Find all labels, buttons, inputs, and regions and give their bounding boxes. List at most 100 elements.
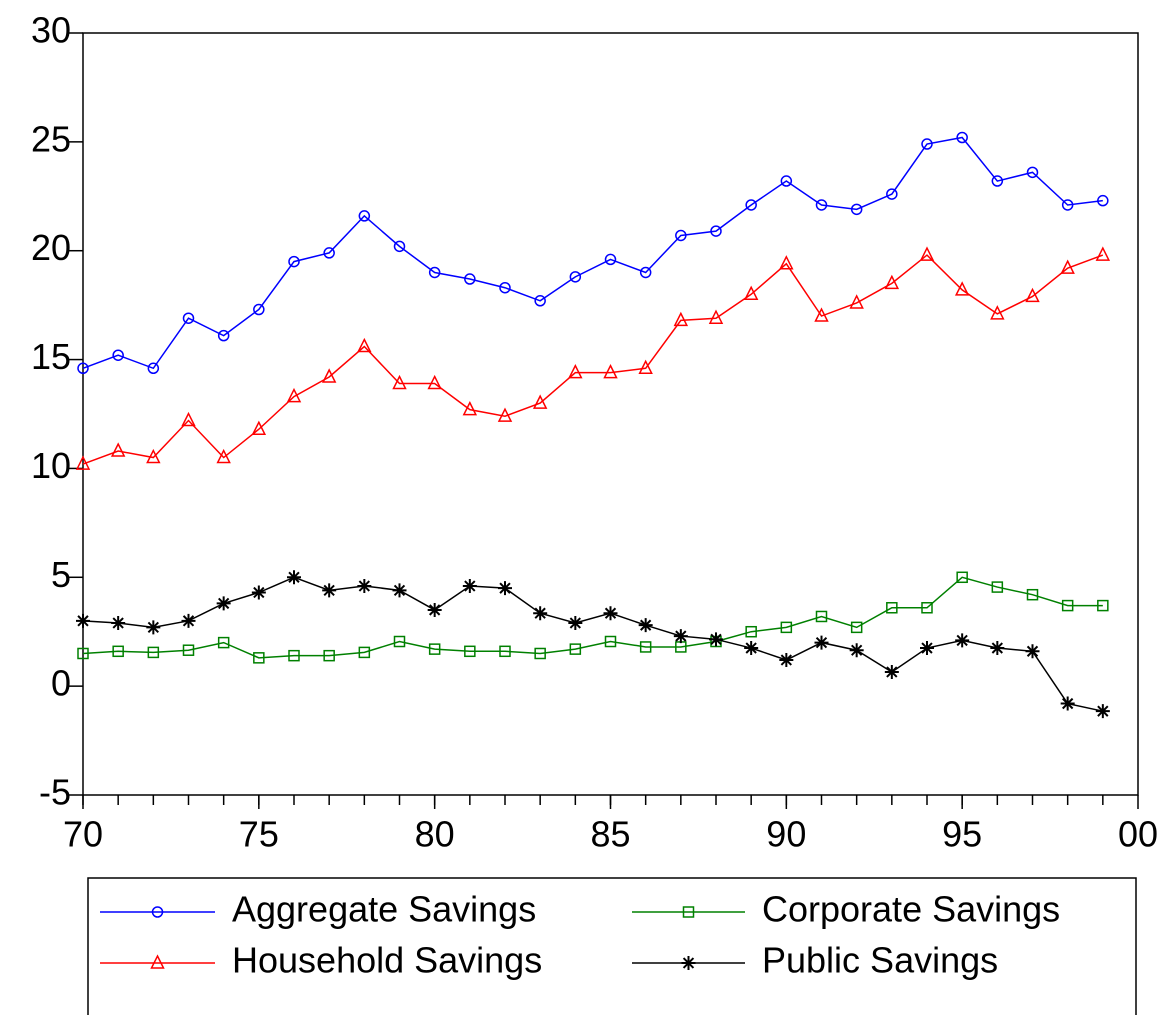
- point: [884, 664, 899, 679]
- point: [393, 240, 406, 253]
- point: [181, 411, 196, 427]
- point: [850, 203, 863, 216]
- point: [638, 618, 653, 633]
- legend-marker: [151, 906, 164, 918]
- point: [779, 255, 794, 270]
- point: [604, 253, 617, 266]
- series-line: [82, 576, 1103, 659]
- point: [287, 570, 301, 585]
- point: [1061, 199, 1074, 211]
- point: [464, 273, 476, 285]
- point: [77, 647, 89, 660]
- point: [675, 229, 687, 242]
- point: [921, 602, 933, 614]
- point: [112, 349, 124, 361]
- point: [182, 644, 195, 656]
- y-tick-label: 20: [31, 227, 71, 268]
- point: [815, 199, 828, 211]
- point: [217, 329, 230, 342]
- point: [110, 442, 126, 457]
- legend-label: Household Savings: [232, 940, 542, 981]
- point: [499, 281, 511, 294]
- point: [920, 641, 934, 656]
- point: [673, 311, 689, 327]
- point: [568, 616, 583, 631]
- point: [779, 653, 794, 668]
- point: [497, 407, 513, 422]
- y-tick-label: 0: [51, 663, 71, 704]
- point: [639, 641, 652, 653]
- point: [1095, 246, 1111, 261]
- point: [216, 596, 231, 611]
- point: [709, 632, 723, 647]
- point: [1095, 704, 1110, 719]
- legend-marker: [681, 956, 696, 970]
- point: [886, 188, 898, 200]
- point: [392, 374, 407, 390]
- point: [780, 621, 793, 634]
- point: [955, 633, 970, 648]
- point: [990, 305, 1005, 320]
- x-tick-label: 00: [1118, 814, 1158, 855]
- point: [357, 578, 372, 593]
- y-tick-label: 10: [31, 445, 71, 486]
- point: [358, 646, 371, 659]
- point: [745, 625, 757, 638]
- point: [534, 295, 546, 307]
- x-tick-label: 95: [942, 814, 982, 855]
- point: [604, 635, 617, 648]
- point: [147, 646, 160, 659]
- point: [288, 255, 300, 268]
- point: [534, 647, 546, 660]
- y-tick-label: -5: [39, 772, 71, 813]
- point: [743, 285, 759, 301]
- point: [182, 312, 195, 324]
- legend-marker: [682, 906, 695, 918]
- x-tick-label: 75: [239, 814, 279, 855]
- point: [884, 274, 900, 290]
- point: [638, 359, 653, 375]
- point: [253, 303, 265, 316]
- point: [603, 606, 618, 621]
- point: [251, 420, 267, 435]
- point: [533, 606, 548, 621]
- point: [814, 635, 829, 650]
- point: [815, 610, 828, 623]
- point: [393, 635, 406, 648]
- point: [146, 448, 161, 464]
- point: [745, 199, 757, 211]
- point: [639, 266, 652, 279]
- point: [181, 613, 196, 628]
- series-line: [82, 136, 1103, 370]
- point: [76, 613, 90, 628]
- point: [323, 649, 335, 662]
- point: [710, 225, 722, 237]
- point: [462, 400, 478, 416]
- point: [956, 131, 968, 144]
- point: [568, 363, 583, 379]
- point: [75, 455, 91, 470]
- point: [1026, 166, 1039, 179]
- point: [358, 210, 371, 222]
- point: [1025, 287, 1040, 303]
- point: [251, 585, 266, 600]
- point: [1025, 644, 1040, 659]
- point: [112, 645, 124, 658]
- point: [146, 620, 161, 635]
- point: [780, 175, 793, 187]
- point: [217, 636, 230, 649]
- point: [462, 578, 477, 593]
- y-tick-label: 25: [31, 118, 71, 159]
- x-tick-label: 90: [766, 814, 806, 855]
- legend-label: Corporate Savings: [762, 889, 1060, 930]
- point: [990, 641, 1005, 656]
- legend-label: Public Savings: [762, 940, 998, 981]
- point: [921, 138, 933, 150]
- point: [1060, 696, 1075, 711]
- point: [498, 581, 512, 596]
- point: [673, 629, 688, 644]
- point: [322, 583, 337, 598]
- point: [1097, 599, 1109, 612]
- point: [744, 641, 759, 656]
- point: [1026, 588, 1039, 601]
